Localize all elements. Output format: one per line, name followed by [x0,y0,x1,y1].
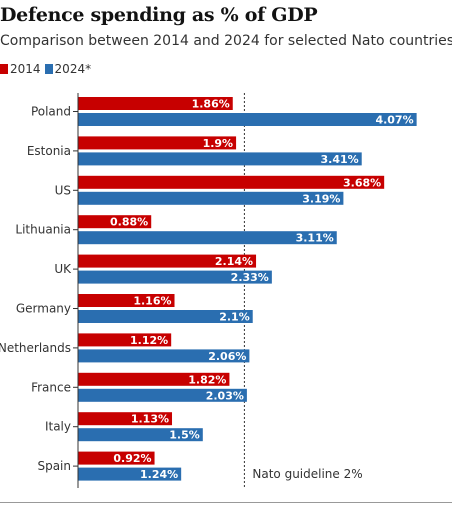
data-label-2024--estonia: 3.41% [321,153,359,166]
category-label-lithuania: Lithuania [15,223,71,237]
data-label-2024--spain: 1.24% [140,468,178,481]
data-label-2014-italy: 1.13% [131,413,169,426]
category-label-italy: Italy [45,420,71,434]
bar-2024--us [78,191,344,205]
data-label-2014-poland: 1.86% [192,98,230,111]
bar-2024--spain [78,467,182,481]
category-label-us: US [55,183,71,197]
data-label-2024--poland: 4.07% [375,114,413,127]
bar-2024--estonia [78,152,362,166]
bar-2014-germany [78,294,175,307]
data-label-2024--lithuania: 3.11% [296,232,334,245]
data-label-2024--uk: 2.33% [231,271,269,284]
category-label-estonia: Estonia [27,144,71,158]
bar-2014-poland [78,97,233,110]
data-label-2014-us: 3.68% [343,176,381,189]
legend-item-2014: 2014 [0,62,41,76]
bar-2014-france [78,372,230,386]
data-label-2014-france: 1.82% [188,373,226,386]
bar-2014-netherlands [78,333,172,347]
bar-2024--uk [78,270,272,284]
legend-swatch-2014 [0,64,8,74]
category-label-uk: UK [54,262,72,276]
data-label-2014-germany: 1.16% [133,295,171,308]
category-label-germany: Germany [16,302,71,316]
bar-2024--france [78,388,247,402]
chart-legend: 2014 2024* [0,62,95,76]
bar-2024--poland [78,113,417,126]
legend-item-2024: 2024* [44,62,92,76]
legend-label-2024: 2024* [54,62,92,76]
data-label-2024--germany: 2.1% [219,311,250,324]
legend-label-2014: 2014 [10,62,41,76]
bar-2024--italy [78,428,203,442]
data-label-2014-netherlands: 1.12% [130,334,168,347]
bar-2014-us [78,175,385,189]
bar-2014-spain [78,451,155,465]
bar-2014-italy [78,412,173,426]
bar-2024--netherlands [78,349,250,363]
reference-line-label: Nato guideline 2% [252,467,362,481]
data-label-2024--us: 3.19% [302,192,340,205]
data-label-2024--france: 2.03% [206,389,244,402]
chart-title: Defence spending as % of GDP [0,4,318,26]
chart-subtitle: Comparison between 2014 and 2024 for sel… [0,33,452,49]
data-label-2014-lithuania: 0.88% [110,216,148,229]
bar-2014-estonia [78,136,237,150]
bar-2014-uk [78,254,257,268]
data-label-2024--italy: 1.5% [169,429,200,442]
data-label-2024--netherlands: 2.06% [208,350,246,363]
category-label-france: France [31,380,71,394]
bar-2024--germany [78,310,253,323]
category-label-netherlands: Netherlands [0,341,71,355]
footer-rule [0,502,452,503]
bar-2014-lithuania [78,215,152,229]
data-label-2014-uk: 2.14% [215,255,253,268]
data-label-2014-spain: 0.92% [113,452,151,465]
bar-2024--lithuania [78,231,337,245]
data-label-2014-estonia: 1.9% [203,137,234,150]
legend-swatch-2024 [44,64,53,74]
category-label-spain: Spain [37,459,71,473]
category-label-poland: Poland [31,105,71,119]
